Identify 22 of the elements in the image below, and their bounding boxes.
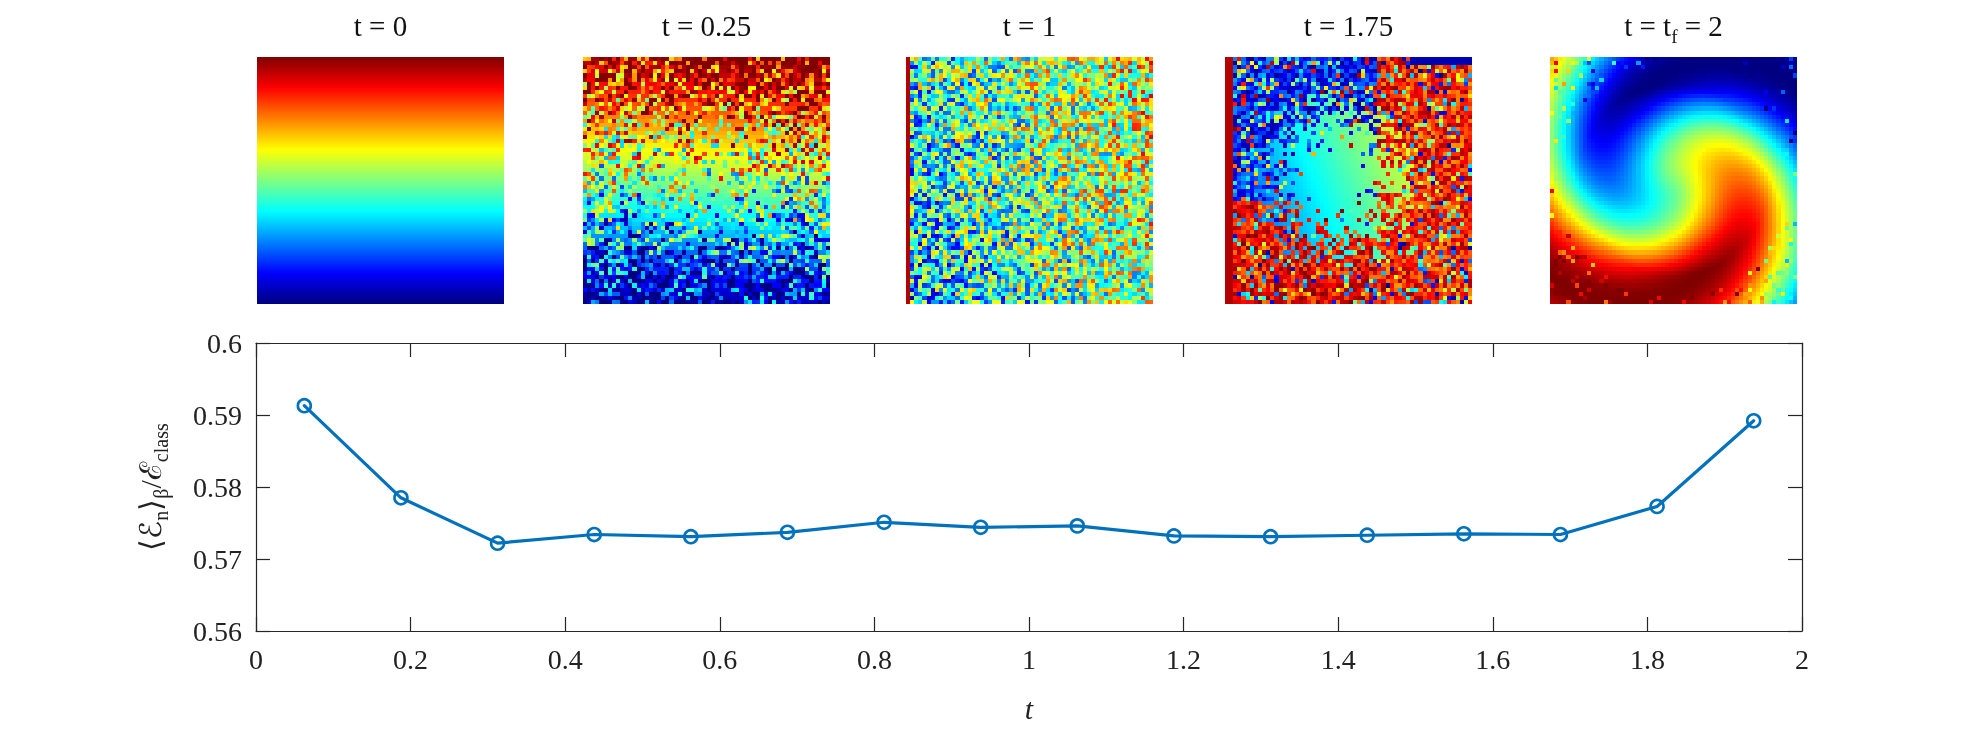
- x-tick-label: 0.8: [856, 643, 892, 675]
- x-tick-label: 0.4: [547, 643, 583, 675]
- x-tick-label: 0: [249, 643, 263, 675]
- y-tick-label: 0.58: [193, 471, 242, 503]
- x-tick-label: 0.6: [702, 643, 738, 675]
- x-tick-label: 1.4: [1320, 643, 1356, 675]
- text: t = t$_{f}$ = 2: [1624, 10, 1723, 49]
- text: t = 1: [1002, 10, 1057, 42]
- x-tick-label: 2: [1795, 643, 1809, 675]
- x-tick-label: 0.2: [393, 643, 429, 675]
- text: t = 0: [353, 10, 408, 42]
- x-tick-label: 1: [1022, 643, 1036, 675]
- y-tick-label: 0.57: [193, 543, 242, 575]
- x-tick-label: 1.8: [1629, 643, 1665, 675]
- x-axis-title: t: [1024, 691, 1034, 725]
- y-tick-label: 0.59: [193, 399, 242, 431]
- y-tick-label: 0.6: [207, 327, 242, 359]
- x-tick-label: 1.6: [1475, 643, 1511, 675]
- x-tick-label: 1.2: [1166, 643, 1202, 675]
- text: t = 1.75: [1303, 10, 1394, 42]
- y-tick-label: 0.56: [193, 615, 242, 647]
- text: t = 0.25: [661, 10, 752, 42]
